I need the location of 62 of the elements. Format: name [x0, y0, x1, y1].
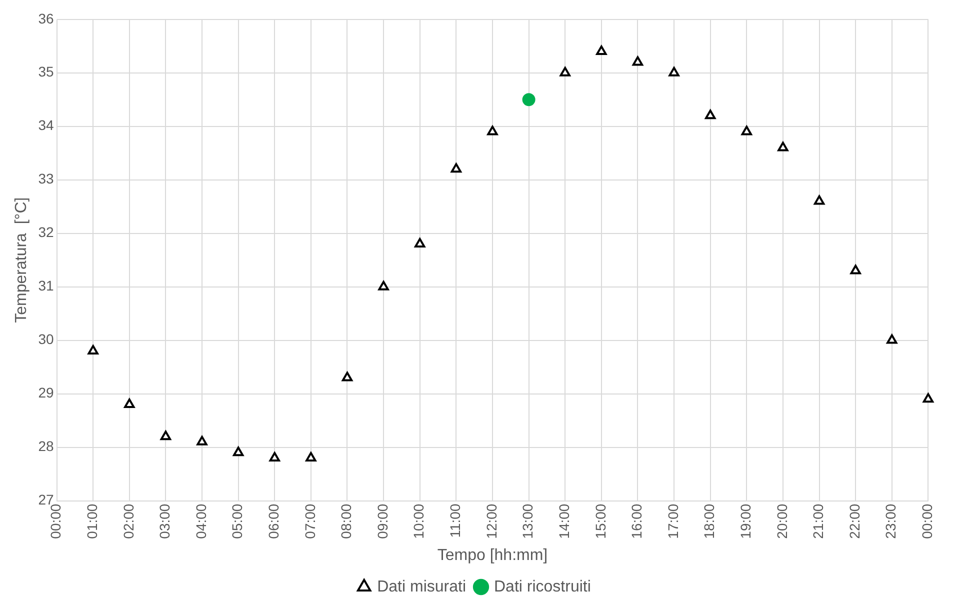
x-tick-label: 04:00	[192, 504, 209, 539]
x-tick-label: 11:00	[447, 504, 464, 538]
point	[922, 393, 934, 403]
point	[378, 280, 389, 290]
point	[522, 93, 536, 106]
point	[487, 126, 498, 136]
x-tick-label: 06:00	[265, 504, 282, 539]
y-axis-title: Temperatura [°C]	[13, 197, 30, 323]
point	[269, 452, 280, 462]
point	[306, 452, 316, 462]
y-tick-label: 30	[38, 331, 54, 348]
x-tick-label: 22:00	[846, 504, 862, 539]
point	[850, 264, 861, 274]
x-tick-label: 16:00	[628, 504, 645, 539]
x-tick-label: 09:00	[374, 504, 390, 539]
point	[596, 45, 607, 55]
x-tick-label: 03:00	[156, 504, 173, 539]
point	[814, 195, 825, 205]
y-tick-label: 32	[38, 224, 54, 240]
x-tick-label: 17:00	[664, 504, 681, 539]
x-tick-label: 13:00	[520, 504, 536, 539]
x-tick-label: 08:00	[338, 504, 354, 539]
x-tick-label: 18:00	[701, 504, 718, 539]
legend-label: Dati misurati	[377, 578, 466, 596]
x-tick-label: 07:00	[302, 504, 318, 539]
point	[160, 430, 172, 440]
point	[778, 142, 788, 152]
point	[560, 66, 570, 76]
point	[124, 398, 135, 408]
point	[886, 334, 898, 344]
point	[88, 345, 98, 355]
point	[414, 238, 426, 248]
x-tick-label: 01:00	[84, 504, 100, 539]
point	[196, 436, 208, 446]
x-tick-label: 23:00	[882, 504, 899, 539]
x-tick-label: 02:00	[120, 504, 136, 539]
y-tick-label: 28	[38, 438, 54, 454]
point	[342, 372, 353, 382]
point	[705, 110, 716, 120]
x-tick-label: 12:00	[483, 504, 500, 539]
point	[668, 66, 680, 76]
x-tick-label: 05:00	[229, 504, 246, 539]
point	[450, 163, 462, 173]
y-tick-label: 31	[38, 278, 54, 294]
x-tick-label: 21:00	[810, 504, 826, 539]
x-tick-label: 15:00	[592, 504, 608, 539]
x-tick-label: 14:00	[556, 504, 572, 539]
x-tick-label: 00:00	[48, 504, 64, 539]
y-tick-label: 34	[38, 117, 54, 134]
x-axis-title: Tempo [hh:mm]	[437, 546, 548, 564]
x-tick-label: 00:00	[919, 504, 936, 539]
y-tick-label: 36	[38, 10, 54, 26]
y-tick-label: 33	[38, 170, 54, 187]
x-tick-label: 19:00	[738, 504, 754, 539]
legend-label: Dati ricostruiti	[494, 578, 591, 596]
point	[232, 446, 244, 456]
y-tick-label: 29	[38, 384, 54, 401]
point	[741, 126, 752, 136]
point	[632, 56, 644, 66]
x-tick-label: 10:00	[410, 504, 427, 539]
x-tick-label: 20:00	[774, 504, 790, 539]
y-tick-label: 35	[38, 64, 54, 80]
